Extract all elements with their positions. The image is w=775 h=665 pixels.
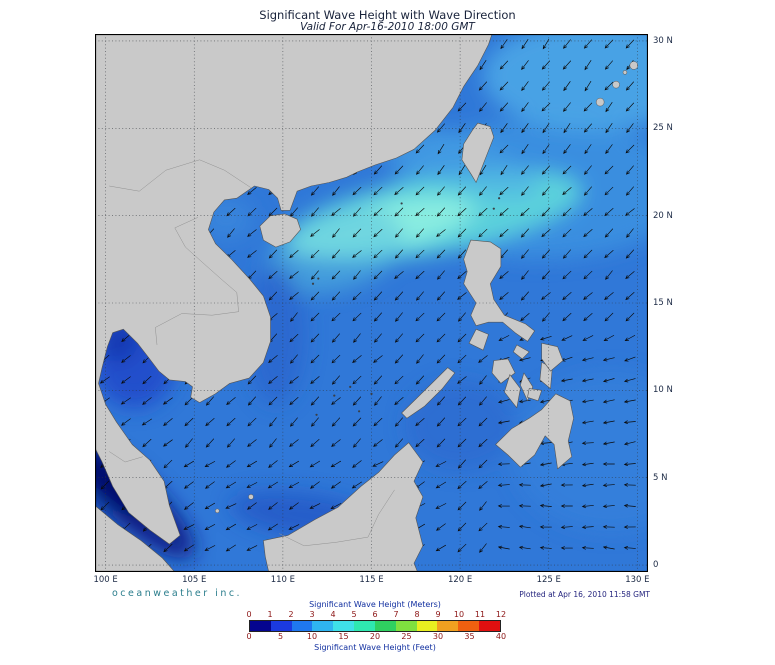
lat-tick-label: 0 [653,560,659,570]
meters-tick-label: 6 [372,610,378,619]
colorbar-segment [437,621,459,631]
meters-tick-label: 7 [393,610,399,619]
colorbar-segment [250,621,271,631]
colorbar-segment [374,621,396,631]
feet-tick-label: 20 [369,632,381,641]
colorbar-segment [458,621,480,631]
colorbar-segment [479,621,500,631]
valid-time-subtitle: Valid For Apr-16-2010 18:00 GMT [300,21,475,33]
meters-tick-label: 9 [435,610,441,619]
feet-tick-label: 40 [495,632,507,641]
colorbar-segment [312,621,334,631]
meters-tick-label: 3 [309,610,315,619]
lat-tick-label: 30 N [653,35,673,46]
lat-tick-label: 20 N [653,210,673,221]
lat-lon-grid [95,34,648,572]
longitude-axis: 100 E 105 E 110 E 115 E 120 E 125 E 130 E [93,575,649,587]
colorbar-segment [416,621,438,631]
lon-tick-label: 130 E [625,575,650,585]
meters-ticks: 0 1 2 3 4 5 6 7 8 9 10 11 12 [246,610,506,620]
colorbar-segment [291,621,313,631]
meters-tick-label: 0 [246,610,252,619]
plotted-timestamp: Plotted at Apr 16, 2010 11:58 GMT [519,590,650,599]
landmasses [95,34,639,572]
colorbar-segment [270,621,292,631]
meters-tick-label: 4 [330,610,336,619]
feet-label: Significant Wave Height (Feet) [314,643,436,652]
meters-tick-label: 10 [453,610,465,619]
feet-tick-label: 35 [464,632,475,641]
lon-tick-label: 105 E [182,575,207,585]
colorbar-segment [395,621,417,631]
feet-tick-label: 10 [306,632,318,641]
map-area [95,34,648,572]
chart-title: Significant Wave Height with Wave Direct… [259,8,516,22]
feet-tick-label: 0 [246,632,252,641]
lon-tick-label: 115 E [359,575,384,585]
latitude-axis: 30 N 25 N 20 N 15 N 10 N 5 N 0 [653,34,693,572]
meters-tick-label: 12 [495,610,507,619]
lat-tick-label: 10 N [653,385,673,396]
colorbar [249,620,501,632]
meters-tick-label: 5 [351,610,357,619]
colorbar-segment [333,621,355,631]
lon-tick-label: 120 E [447,575,473,585]
lat-tick-label: 5 N [653,472,668,483]
feet-tick-label: 25 [401,632,412,641]
feet-tick-label: 5 [277,632,284,641]
meters-tick-label: 11 [474,610,486,619]
lon-tick-label: 110 E [270,575,296,585]
feet-tick-label: 30 [432,632,444,641]
oceanweather-logo-text: oceanweather inc. [112,588,243,599]
lat-tick-label: 25 N [653,123,673,134]
meters-tick-label: 2 [288,610,294,619]
map-frame-border [95,34,648,572]
meters-label: Significant Wave Height (Meters) [309,600,441,609]
feet-tick-label: 15 [338,632,349,641]
meters-tick-label: 1 [267,610,273,619]
meters-tick-label: 8 [414,610,420,619]
wave-map-canvas [95,34,648,572]
lon-tick-label: 100 E [93,575,118,585]
lon-tick-label: 125 E [536,575,561,585]
lat-tick-label: 15 N [653,298,673,308]
colorbar-segment [354,621,375,631]
feet-ticks: 0 5 10 15 20 25 30 35 40 [246,632,506,642]
